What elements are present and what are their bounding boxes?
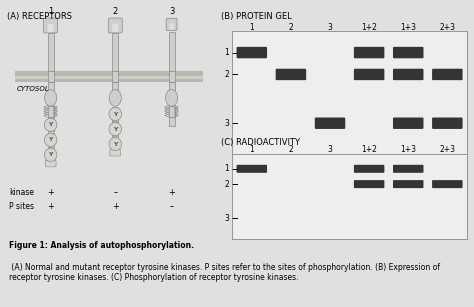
Text: P sites: P sites [9,202,34,211]
Text: 2: 2 [289,145,293,154]
Text: Y: Y [113,142,118,146]
Text: CYTOSOL: CYTOSOL [16,86,49,92]
FancyBboxPatch shape [48,124,54,161]
Text: Y: Y [48,152,53,157]
FancyBboxPatch shape [354,47,384,58]
Text: 1+3: 1+3 [400,23,416,32]
FancyBboxPatch shape [169,32,174,71]
Text: (B) PROTEIN GEL: (B) PROTEIN GEL [221,12,292,21]
Text: 1: 1 [249,145,254,154]
FancyBboxPatch shape [169,117,174,126]
FancyBboxPatch shape [108,18,122,33]
FancyBboxPatch shape [237,47,267,58]
FancyBboxPatch shape [354,180,384,188]
FancyBboxPatch shape [393,180,423,188]
Text: 2+3: 2+3 [439,145,456,154]
FancyBboxPatch shape [48,118,54,131]
Text: 1+2: 1+2 [361,145,377,154]
FancyBboxPatch shape [15,76,203,79]
FancyBboxPatch shape [45,160,56,167]
Text: –: – [113,188,118,197]
FancyBboxPatch shape [354,165,384,173]
Circle shape [109,122,121,136]
Text: Y: Y [113,126,118,131]
Circle shape [45,148,57,161]
Text: 2+3: 2+3 [439,23,456,32]
FancyBboxPatch shape [44,18,58,33]
Text: +: + [168,188,175,197]
FancyBboxPatch shape [432,69,463,80]
Text: +: + [47,202,54,211]
FancyBboxPatch shape [112,82,118,90]
Text: 1: 1 [224,164,229,173]
Text: Y: Y [48,122,53,127]
FancyBboxPatch shape [169,71,174,82]
FancyBboxPatch shape [15,71,203,82]
FancyBboxPatch shape [393,165,423,173]
FancyBboxPatch shape [48,24,54,32]
Circle shape [109,107,121,121]
Circle shape [45,133,57,146]
FancyBboxPatch shape [48,133,54,146]
FancyBboxPatch shape [354,69,384,80]
FancyBboxPatch shape [169,23,174,30]
Text: 3: 3 [224,214,229,223]
Text: 1: 1 [249,23,254,32]
FancyBboxPatch shape [48,106,54,117]
FancyBboxPatch shape [112,71,118,82]
FancyBboxPatch shape [432,180,463,188]
FancyBboxPatch shape [393,69,423,80]
FancyBboxPatch shape [112,113,118,151]
Text: 3: 3 [224,119,229,128]
Text: Y: Y [48,137,53,142]
Text: (A) RECEPTORS: (A) RECEPTORS [7,12,72,21]
Text: –: – [170,202,173,211]
Text: 2: 2 [113,7,118,16]
FancyBboxPatch shape [169,82,174,90]
Text: 3: 3 [328,145,332,154]
FancyBboxPatch shape [393,47,423,58]
Text: +: + [47,188,54,197]
FancyBboxPatch shape [315,118,345,129]
Text: 1: 1 [48,7,53,16]
Text: (C) RADIOACTIVITY: (C) RADIOACTIVITY [221,138,300,147]
Circle shape [109,138,121,151]
FancyBboxPatch shape [112,122,118,136]
Text: (A) Normal and mutant receptor tyrosine kinases. P sites refer to the sites of p: (A) Normal and mutant receptor tyrosine … [9,263,440,282]
FancyBboxPatch shape [393,118,423,129]
Text: 1: 1 [224,48,229,57]
FancyBboxPatch shape [276,69,306,80]
FancyBboxPatch shape [169,106,174,117]
FancyBboxPatch shape [112,107,118,121]
Circle shape [45,118,57,131]
Text: 2: 2 [224,70,229,79]
FancyBboxPatch shape [48,82,54,90]
Text: Figure 1: Analysis of autophosphorylation.: Figure 1: Analysis of autophosphorylatio… [9,241,194,250]
Text: 1+2: 1+2 [361,23,377,32]
Ellipse shape [45,90,57,106]
FancyBboxPatch shape [112,24,118,32]
Text: Y: Y [113,111,118,117]
Text: 1+3: 1+3 [400,145,416,154]
Text: 2: 2 [289,23,293,32]
Text: 3: 3 [169,7,174,16]
FancyBboxPatch shape [110,150,121,156]
Text: 2: 2 [224,180,229,188]
FancyBboxPatch shape [237,165,267,173]
Text: kinase: kinase [9,188,34,197]
FancyBboxPatch shape [112,33,118,71]
FancyBboxPatch shape [432,118,463,129]
Ellipse shape [109,90,121,106]
FancyBboxPatch shape [48,33,54,71]
Text: +: + [112,202,118,211]
FancyBboxPatch shape [166,18,177,30]
Text: 3: 3 [328,23,332,32]
FancyBboxPatch shape [48,71,54,82]
Ellipse shape [165,90,178,106]
